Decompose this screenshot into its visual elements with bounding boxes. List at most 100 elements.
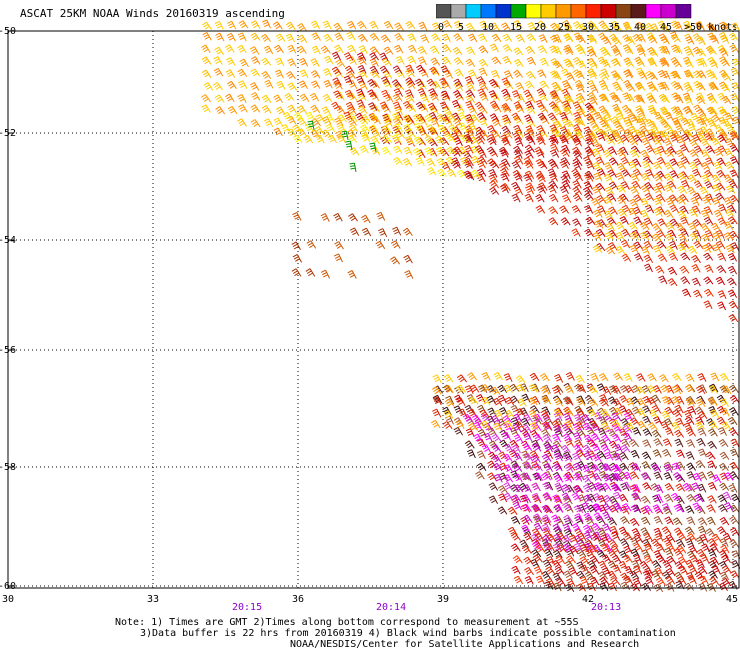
wind-barb [467, 69, 478, 79]
wind-barb [722, 532, 733, 542]
wind-barb [690, 112, 700, 122]
wind-barb [633, 216, 643, 225]
wind-barb [672, 385, 682, 395]
colorbar-swatch [615, 4, 632, 19]
wind-barb [648, 48, 659, 57]
wind-barb [715, 182, 726, 191]
wind-barb [686, 493, 697, 502]
wind-barb [536, 87, 547, 97]
wind-barb [418, 21, 428, 31]
wind-barb [404, 68, 415, 78]
wind-barb [355, 75, 365, 85]
wind-barb [664, 221, 675, 230]
wind-barb [576, 397, 586, 407]
wind-barb [716, 157, 727, 166]
wind-barb [469, 114, 480, 123]
wind-barb [632, 134, 643, 143]
wind-barb [582, 444, 593, 453]
wind-barb [590, 464, 601, 473]
wind-barb [729, 129, 740, 139]
wind-barb [689, 554, 700, 564]
wind-barb [548, 136, 559, 145]
wind-barb [440, 114, 450, 123]
wind-barb [641, 137, 651, 146]
wind-barb [531, 494, 542, 504]
wind-barb [376, 211, 386, 221]
wind-barb [708, 71, 718, 80]
wind-barb [476, 112, 487, 121]
wind-barb [731, 560, 740, 569]
colorbar-swatch [525, 4, 542, 19]
wind-barb [499, 148, 509, 158]
wind-barb [463, 160, 473, 169]
wind-barb [533, 472, 544, 481]
wind-barb [599, 119, 610, 128]
wind-barb [202, 31, 212, 41]
wind-barb [513, 434, 524, 443]
wind-barb [565, 371, 575, 381]
wind-barb [562, 473, 573, 483]
wind-barb [712, 243, 722, 253]
wind-barb [325, 114, 335, 123]
wind-barb [630, 417, 641, 426]
wind-barb [697, 566, 708, 575]
wind-barb [668, 252, 679, 262]
wind-barb [284, 92, 295, 101]
wind-barb [596, 132, 606, 142]
wind-barb [636, 398, 646, 407]
wind-barb [488, 482, 499, 491]
wind-barb [616, 196, 627, 205]
wind-barb [664, 406, 675, 415]
wind-barb [576, 504, 587, 513]
wind-barb [598, 32, 608, 41]
wind-barb [382, 135, 393, 144]
wind-barb [596, 450, 607, 460]
wind-barb [697, 373, 707, 382]
wind-barb [576, 570, 587, 579]
wind-barb [430, 117, 440, 127]
wind-barb [476, 168, 487, 177]
wind-barb [672, 409, 683, 418]
wind-barb [347, 44, 357, 54]
wind-barb [520, 417, 531, 427]
wind-barb [700, 209, 710, 219]
wind-barb [486, 146, 497, 155]
wind-barb [663, 161, 674, 171]
wind-barb [631, 229, 642, 239]
wind-barb [644, 192, 655, 202]
wind-barb [502, 415, 513, 424]
wind-barb [662, 537, 673, 546]
wind-barb [677, 210, 688, 219]
wind-barb [636, 408, 646, 417]
wind-barb [381, 57, 392, 66]
wind-barb [696, 395, 706, 405]
wind-barb [556, 532, 567, 541]
wind-barb [629, 198, 639, 208]
wind-barb [572, 432, 582, 442]
wind-barb [700, 233, 711, 242]
wind-barb [576, 395, 586, 405]
wind-barb [502, 55, 512, 65]
wind-barb [310, 129, 321, 139]
wind-barb [631, 484, 641, 494]
wind-barb [509, 383, 520, 392]
wind-barb [524, 114, 534, 123]
wind-barb [671, 372, 682, 382]
wind-barb [442, 19, 453, 29]
wind-barb [571, 452, 582, 462]
wind-barb [625, 93, 635, 103]
wind-barb [616, 148, 627, 158]
wind-barb [688, 149, 699, 158]
wind-barb [467, 372, 478, 381]
wind-barb [622, 471, 632, 481]
wind-barb [552, 71, 562, 80]
wind-barb [237, 94, 247, 103]
wind-barb [588, 60, 598, 69]
wind-barb [685, 559, 695, 569]
wind-barb [531, 541, 542, 551]
wind-barb [357, 64, 367, 74]
wind-barb [356, 20, 367, 29]
wind-barb [532, 513, 543, 522]
wind-barb [452, 46, 463, 56]
wind-barb [237, 118, 247, 127]
